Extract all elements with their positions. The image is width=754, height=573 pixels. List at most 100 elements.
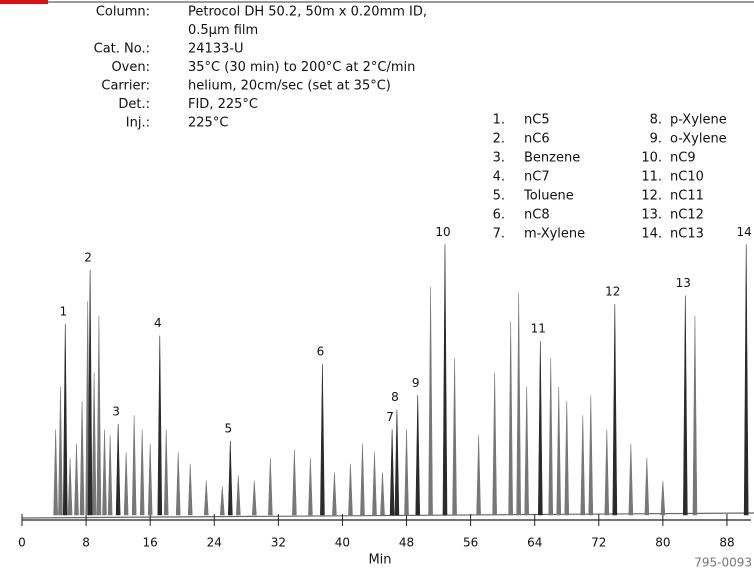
x-axis-label: Min: [368, 553, 391, 568]
peak: [96, 315, 102, 516]
peak-id-number: 9.: [650, 132, 662, 147]
condition-label: Inj.:: [126, 116, 150, 131]
peak: [389, 429, 395, 516]
peak-id-name: nC10: [670, 170, 704, 185]
peak: [628, 443, 634, 516]
x-tick-label: 48: [399, 536, 414, 550]
x-tick-label: 16: [143, 536, 158, 550]
peak: [79, 400, 85, 516]
condition-label: Cat. No.:: [94, 42, 150, 57]
peak: [123, 452, 129, 516]
peak: [227, 440, 233, 516]
peak: [320, 363, 325, 516]
peak-id-name: nC13: [670, 227, 704, 242]
condition-label: Oven:: [111, 60, 150, 75]
peak-id-name: nC9: [670, 151, 696, 166]
peak: [67, 457, 73, 516]
peak: [442, 244, 448, 516]
peak-label: 6: [317, 344, 325, 358]
peak: [252, 480, 257, 516]
peak: [476, 435, 481, 516]
peak: [492, 372, 497, 516]
peak: [516, 292, 521, 516]
peak: [147, 443, 153, 516]
x-tick-label: 32: [271, 536, 286, 550]
x-tick-label: 64: [527, 536, 542, 550]
peak: [115, 423, 121, 516]
peak: [612, 304, 618, 516]
peak-id-number: 6.: [493, 208, 505, 223]
peak: [743, 244, 749, 516]
peak-label: 8: [391, 390, 399, 404]
condition-value: Petrocol DH 50.2, 50m x 0.20mm ID,: [188, 5, 427, 20]
peak-label: 4: [154, 316, 162, 330]
x-tick-label: 72: [591, 536, 606, 550]
x-tick-label: 40: [335, 536, 350, 550]
peak: [268, 457, 273, 516]
baseline: [21, 512, 754, 519]
peak: [660, 480, 666, 516]
peak-label: 5: [224, 421, 232, 435]
peak-id-number: 7.: [493, 227, 505, 242]
peak-id-number: 8.: [650, 113, 662, 128]
peak: [428, 286, 433, 516]
peak: [556, 386, 562, 516]
peak: [58, 386, 63, 516]
peak-id-name: nC5: [524, 113, 550, 128]
peak-id-number: 3.: [493, 151, 505, 166]
peak-label: 12: [605, 285, 620, 299]
peak-label: 3: [112, 404, 120, 418]
peak: [203, 480, 209, 516]
peak: [394, 409, 400, 516]
peak-id-name: nC11: [670, 189, 704, 204]
peak-label: 10: [435, 225, 450, 239]
peak-id-name: m-Xylene: [524, 227, 585, 242]
peak: [580, 415, 586, 516]
peak: [360, 443, 365, 516]
peak: [74, 443, 79, 516]
peak-label: 1: [59, 305, 67, 319]
peak: [415, 395, 421, 516]
peak: [163, 429, 169, 516]
peak-id-name: nC7: [524, 170, 550, 185]
peak-id-number: 1.: [493, 113, 505, 128]
peak-id-name: nC12: [670, 208, 704, 223]
condition-value: FID, 225°C: [188, 97, 258, 112]
peak: [372, 452, 377, 516]
figure-code: 795-0093: [694, 556, 752, 570]
peak: [157, 335, 163, 516]
peak: [508, 321, 513, 516]
peak-label: 9: [412, 376, 420, 390]
peak-id-name: nC8: [524, 208, 550, 223]
peak: [175, 452, 181, 516]
peak: [692, 315, 698, 516]
peak: [404, 429, 409, 516]
peak: [102, 429, 107, 516]
condition-value: 35°C (30 min) to 200°C at 2°C/min: [188, 60, 415, 75]
condition-value: 0.5µm film: [188, 23, 258, 38]
peak: [332, 472, 337, 516]
x-tick-label: 88: [719, 536, 734, 550]
peak: [644, 457, 650, 516]
peak-id-name: Benzene: [524, 151, 580, 166]
peak: [219, 486, 225, 516]
peak: [187, 463, 193, 516]
peak: [348, 463, 353, 516]
condition-value: helium, 20cm/sec (set at 35°C): [188, 79, 391, 94]
peak-label: 7: [386, 410, 394, 424]
x-tick-label: 80: [655, 536, 670, 550]
peak-id-number: 14.: [641, 227, 662, 242]
peak: [452, 358, 457, 516]
peak: [53, 429, 58, 516]
peak-label: 14: [737, 225, 752, 239]
condition-label: Carrier:: [101, 79, 150, 94]
peak-label: 13: [676, 276, 691, 290]
peak-id-number: 2.: [493, 132, 505, 147]
peak: [139, 429, 145, 516]
peak: [87, 269, 93, 516]
peak-id-number: 11.: [641, 170, 662, 185]
peak-label: 11: [531, 322, 546, 336]
peak-id-name: nC6: [524, 132, 550, 147]
x-tick-label: 24: [207, 536, 222, 550]
peak: [91, 372, 97, 516]
